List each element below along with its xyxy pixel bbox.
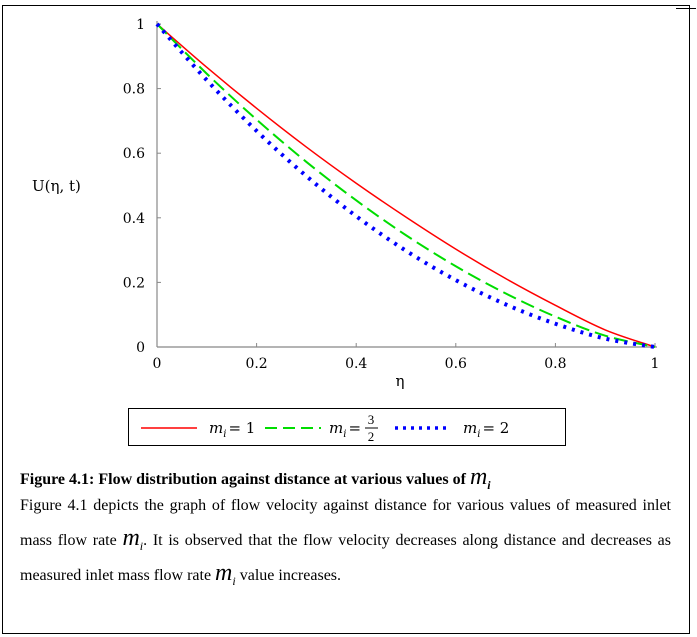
frame-corner-line	[676, 8, 696, 9]
x-tick-label: 0.8	[544, 356, 566, 372]
paragraph-part1: Figure 4.1 depicts the graph of flow vel…	[20, 497, 671, 549]
paragraph-sub1: i	[139, 539, 144, 553]
line-chart: 0 0.2 0.4 0.6 0.8 1 0 0.2 0.4 0.6 0.8 1 U(η, t) η	[32, 17, 660, 390]
legend-label-m3: mi = 2	[463, 419, 509, 440]
paragraph-part2: . It is observed that the flow velocity …	[20, 532, 671, 584]
legend-label-m2: mi =	[329, 419, 361, 440]
y-tick-label: 1	[136, 17, 145, 33]
y-tick-label: 0.6	[123, 146, 145, 162]
caption-subscript: i	[487, 478, 491, 492]
x-tick-label: 0	[153, 356, 162, 372]
y-tick-label: 0.8	[123, 82, 145, 98]
chart-axes	[156, 21, 657, 348]
y-tick-label: 0	[136, 340, 145, 356]
x-axis-label: η	[396, 372, 405, 390]
legend-fraction-den: 2	[368, 429, 375, 444]
series-line-1	[156, 23, 656, 348]
legend-fraction-num: 3	[368, 412, 375, 427]
x-tick-label: 0.2	[245, 356, 267, 372]
description-paragraph: Figure 4.1 depicts the graph of flow vel…	[20, 490, 671, 592]
figure-caption: Figure 4.1: Flow distribution against di…	[20, 464, 491, 492]
x-tick-label: 0.6	[445, 356, 467, 372]
caption-text: Figure 4.1: Flow distribution against di…	[20, 471, 466, 488]
chart-legend: mi = 1 mi = 3 2 mi = 2	[128, 408, 566, 446]
x-tick-label: 1	[651, 356, 660, 372]
paragraph-part3: value increases.	[239, 567, 342, 584]
figure-frame	[2, 5, 690, 634]
series-line-3	[155, 22, 656, 349]
chart-series	[155, 22, 656, 349]
x-tick-label: 0.4	[345, 356, 367, 372]
paragraph-var1: m	[122, 525, 140, 551]
series-line-2	[156, 23, 656, 348]
chart-ticks: 0 0.2 0.4 0.6 0.8 1 0 0.2 0.4 0.6 0.8 1	[123, 17, 660, 372]
y-tick-label: 0.4	[123, 211, 145, 227]
y-axis-label: U(η, t)	[32, 177, 81, 195]
legend-label-m1: mi = 1	[209, 419, 255, 440]
paragraph-sub2: i	[232, 574, 236, 588]
paragraph-var2: m	[215, 560, 233, 586]
caption-variable: m	[469, 464, 488, 490]
y-tick-label: 0.2	[123, 275, 145, 291]
